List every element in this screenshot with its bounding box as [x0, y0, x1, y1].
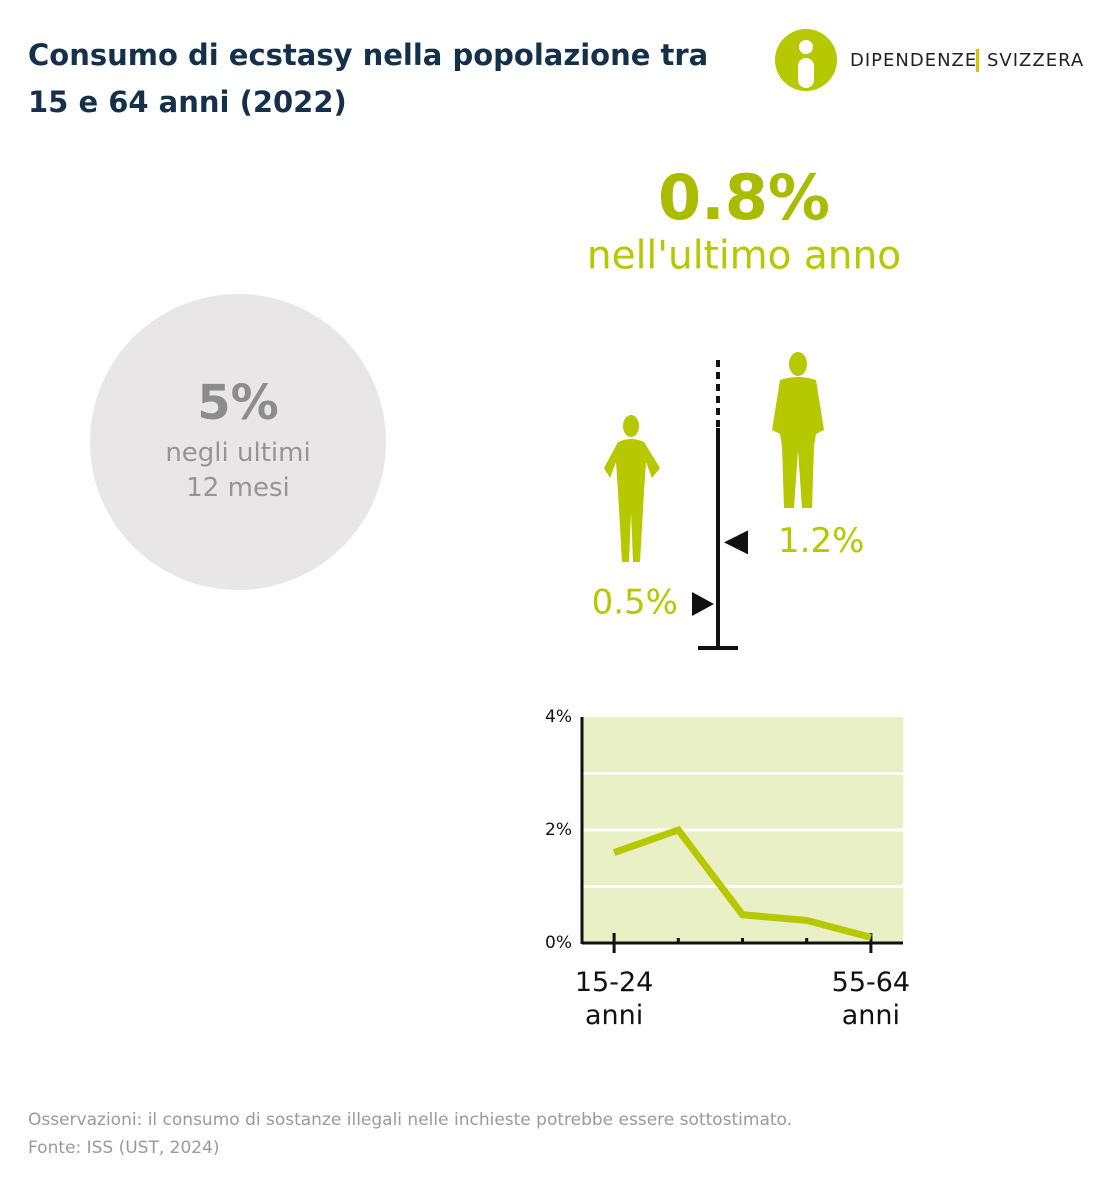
- logo-icon-body: [798, 58, 814, 88]
- logo-text: DIPENDENZE: [850, 50, 977, 71]
- logo-text: SVIZZERA: [987, 50, 1084, 71]
- source: Fonte: ISS (UST, 2024): [28, 1138, 220, 1158]
- headline-value: 0.8%: [658, 161, 830, 234]
- line: [612, 825, 872, 941]
- circle-value: 5%: [197, 375, 279, 431]
- note: Osservazioni: il consumo di sostanze ill…: [28, 1110, 793, 1130]
- y-tick-label: 0%: [545, 933, 572, 953]
- man-icon: [772, 352, 824, 508]
- logo-icon-head: [799, 40, 813, 54]
- y-tick-label: 2%: [545, 820, 572, 840]
- y-tick-label: 4%: [545, 707, 572, 727]
- marker: [724, 530, 748, 555]
- title: Consumo di ecstasy nella popolazione tra…: [28, 38, 709, 119]
- circle: [90, 294, 386, 590]
- marker-label: 1.2%: [778, 521, 864, 561]
- woman-icon: [604, 415, 660, 562]
- x-tick-label: 15-24 anni: [575, 967, 653, 1031]
- headline-label: nell'ultimo anno: [587, 234, 901, 279]
- x-tick-label: 55-64 anni: [832, 967, 910, 1031]
- circle-label: negli ultimi 12 mesi: [165, 438, 311, 503]
- marker: [692, 592, 714, 616]
- marker-label: 0.5%: [592, 583, 678, 623]
- logo-divider: [976, 49, 979, 72]
